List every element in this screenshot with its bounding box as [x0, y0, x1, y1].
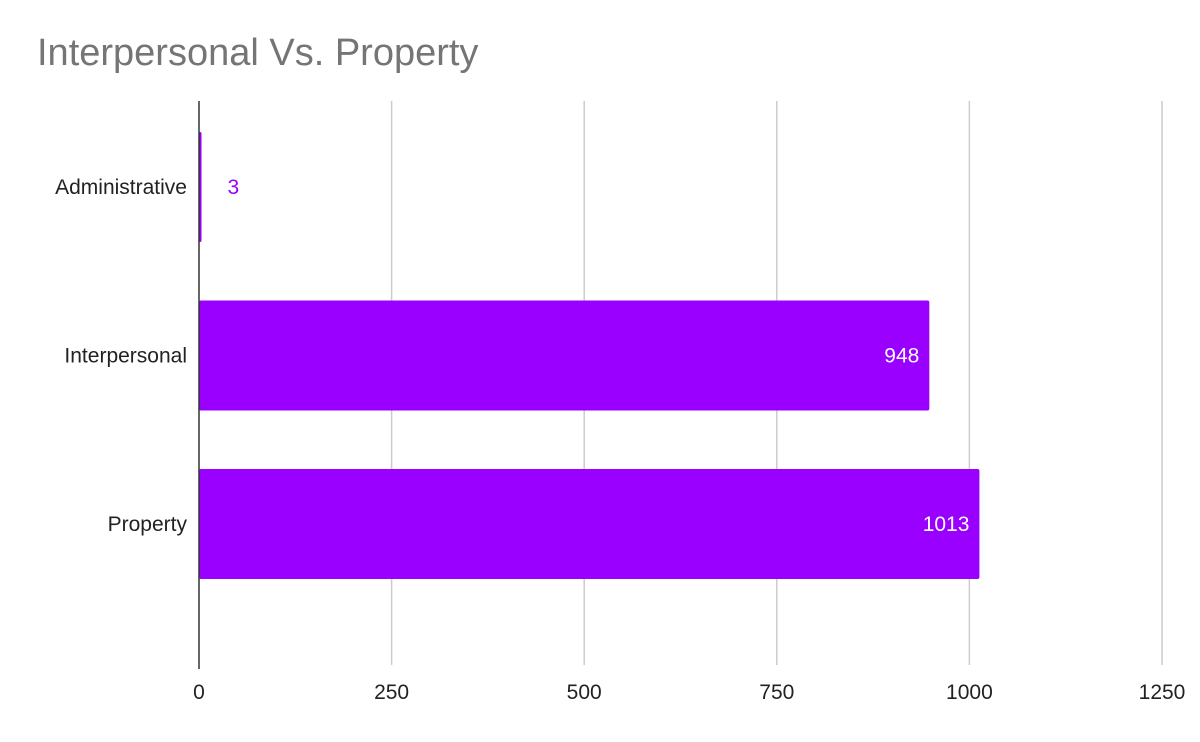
y-category-label-administrative: Administrative: [55, 176, 187, 199]
x-tick-label-500: 500: [567, 681, 602, 704]
bars: [199, 132, 980, 579]
x-tick-label-250: 250: [374, 681, 409, 704]
chart-title: Interpersonal Vs. Property: [37, 32, 479, 74]
data-label-administrative: 3: [228, 176, 240, 199]
x-tick-label-750: 750: [759, 681, 794, 704]
y-category-label-interpersonal: Interpersonal: [64, 345, 187, 368]
x-tick-label-1000: 1000: [946, 681, 993, 704]
y-category-label-property: Property: [108, 513, 188, 536]
bar-interpersonal: [199, 300, 930, 411]
x-tick-label-0: 0: [193, 681, 205, 704]
labels: 0 250 500 750 1000 1250 Administrative 3 Interpe…: [55, 176, 1185, 704]
bar-property: [199, 469, 980, 579]
data-label-property: 1013: [923, 513, 970, 536]
data-label-interpersonal: 948: [884, 345, 919, 368]
x-tick-label-1250: 1250: [1139, 681, 1186, 704]
